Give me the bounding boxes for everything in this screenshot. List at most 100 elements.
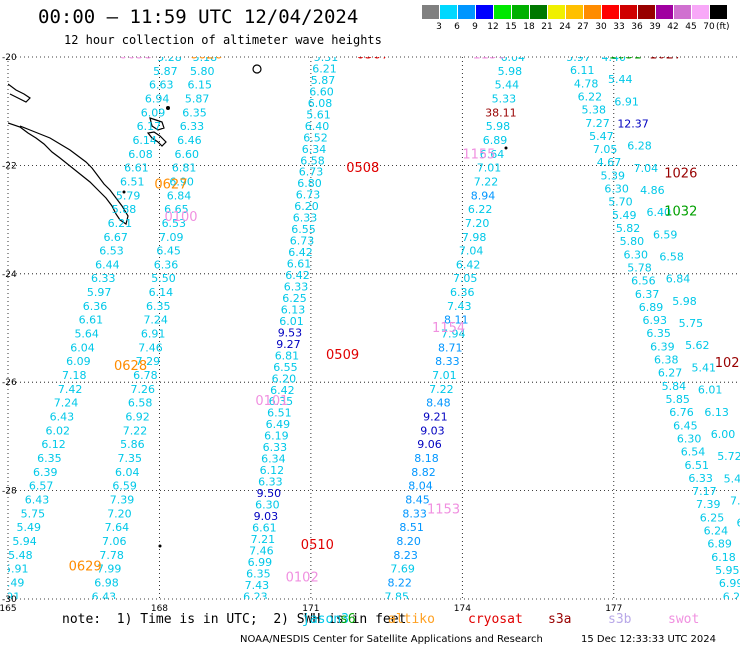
wave-height-value: 5.88: [112, 203, 137, 216]
wave-height-value: 5.47: [589, 130, 614, 143]
wave-height-value: 6.90: [169, 175, 194, 188]
wave-height-value: 5.82: [616, 222, 641, 235]
wave-height-value: 5.38: [581, 104, 606, 117]
wave-height-value: 6.61: [79, 314, 104, 327]
wave-height-value: 7.01: [432, 369, 457, 382]
wave-height-value: 6.04: [70, 341, 95, 354]
wave-height-value: 6.12: [260, 464, 285, 477]
wave-height-value: 7.06: [102, 535, 127, 548]
wave-height-value: 9.03: [254, 510, 279, 523]
wave-height-value: 8.48: [426, 397, 451, 410]
wave-height-value: 4.40: [602, 51, 627, 64]
wave-height-value: 6.40: [305, 120, 330, 133]
satellite-legend-item: s3b: [608, 612, 632, 627]
wave-height-value: 7.39: [696, 498, 721, 511]
wave-height-value: 9.53: [278, 326, 303, 339]
wave-height-value: 7.42: [58, 383, 83, 396]
wave-height-value: 6.35: [37, 452, 62, 465]
scale-swatch: [476, 5, 493, 19]
wave-height-value: 6.14: [149, 286, 174, 299]
pass-time-label: 0629: [69, 559, 102, 574]
wave-height-value: 6.33: [293, 212, 318, 225]
satellite-legend-item: swot: [668, 612, 700, 627]
wave-height-value: 6.33: [180, 120, 205, 133]
wave-height-value: 5.64: [74, 328, 99, 341]
wave-height-value: 6.99: [248, 556, 273, 569]
wave-height-value: 7.78: [99, 549, 124, 562]
wave-height-value: 6.58: [659, 251, 684, 264]
wave-height-value: 8.18: [414, 452, 439, 465]
scale-swatch: [440, 5, 457, 19]
latitude-tick-label: -22: [2, 161, 17, 171]
scale-label: 6: [454, 22, 460, 32]
wave-height-value: 6.55: [273, 361, 298, 374]
wave-height-value: 4.86: [640, 184, 665, 197]
wave-height-value: 7.24: [54, 397, 79, 410]
coastline: [8, 64, 508, 548]
wave-height-value: 7.09: [159, 231, 184, 244]
wave-height-value: 5.75: [21, 507, 46, 520]
wave-height-value: 8.33: [435, 355, 460, 368]
wave-height-value: 8.51: [399, 521, 424, 534]
footer-note: note: 1) Time is in UTC; 2) SWH is in fe…: [62, 612, 407, 627]
pass-time-label: 0626: [190, 47, 223, 62]
footer-generated-date: 15 Dec 12:33:33 UTC 2024: [581, 634, 716, 645]
wave-height-value: 5.98: [498, 65, 523, 78]
wave-height-value: 8.33: [402, 507, 427, 520]
wave-height-value: 4.78: [574, 77, 599, 90]
wave-height-value: 5.33: [492, 92, 517, 105]
pass-time-label: 1156: [472, 47, 505, 62]
wave-height-value: 5.91: [0, 590, 20, 603]
wave-height-value: 6.45: [156, 245, 181, 258]
wave-height-value: 6.54: [681, 446, 706, 459]
wave-height-value: 5.97: [566, 51, 591, 64]
latitude-tick-label: -26: [2, 378, 17, 388]
wave-height-value: 7.27: [585, 117, 610, 130]
wave-height-value: 7.24: [143, 314, 168, 327]
wave-height-value: 5.87: [185, 92, 210, 105]
wave-height-value: 8.22: [387, 576, 412, 589]
wave-height-value: 6.33: [91, 272, 116, 285]
wave-height-value: 7.94: [441, 328, 466, 341]
wave-height-value: 6.44: [95, 258, 120, 271]
wave-height-value: 5.79: [116, 189, 141, 202]
pass-time-labels: 0058 0626 0507 1156 1031 1027 1155 0508 1026 0627…: [69, 47, 740, 585]
longitude-tick-label: 171: [302, 604, 319, 614]
wave-height-value: 7.46: [138, 341, 163, 354]
wave-height-value: 5.86: [120, 438, 145, 451]
wave-height-value: 6.37: [635, 288, 660, 301]
wave-height-value: 6.61: [124, 162, 149, 175]
pass-time-label: 0058: [119, 47, 152, 62]
scale-swatch: [638, 5, 655, 19]
wave-height-value: 6.53: [99, 245, 124, 258]
wave-height-value: 6.36: [83, 300, 108, 313]
wave-height-value: 8.94: [471, 189, 496, 202]
wave-height-value: 5.44: [495, 79, 520, 92]
wave-height-value: 6.30: [604, 183, 629, 196]
wave-height-value: 6.60: [175, 148, 200, 161]
axis-labels: 165 168 171 174 177 -20 -22 -24 -26 -28 -30: [0, 53, 622, 614]
wave-height-value: 6.64: [480, 148, 505, 161]
pass-time-label: 0627: [154, 177, 187, 192]
wave-height-value: 8.23: [393, 549, 418, 562]
wave-height-value: 5.75: [679, 317, 704, 330]
wave-height-value: 7.69: [390, 563, 415, 576]
pass-time-label: 1032: [664, 204, 697, 219]
wave-height-value: 6.73: [290, 235, 315, 248]
wave-height-value: 8.71: [438, 341, 463, 354]
scale-swatch: [656, 5, 673, 19]
scale-swatch: [584, 5, 601, 19]
wave-height-value: 6.51: [685, 459, 710, 472]
small-island: [122, 190, 126, 194]
wave-height-value: 6.13: [281, 303, 306, 316]
wave-height-value: 6.58: [128, 397, 153, 410]
wave-height-value: 6.22: [736, 517, 740, 530]
pass-time-label: 0100: [164, 210, 197, 225]
wave-height-value: 5.70: [608, 196, 633, 209]
wave-height-value: 7.99: [97, 563, 122, 576]
wave-height-value: 6.25: [282, 292, 307, 305]
pass-time-label: 0507: [356, 47, 389, 62]
wave-height-value: 6.18: [711, 551, 736, 564]
wave-height-value: 6.38: [654, 354, 679, 367]
wave-height-value: 6.35: [269, 395, 294, 408]
